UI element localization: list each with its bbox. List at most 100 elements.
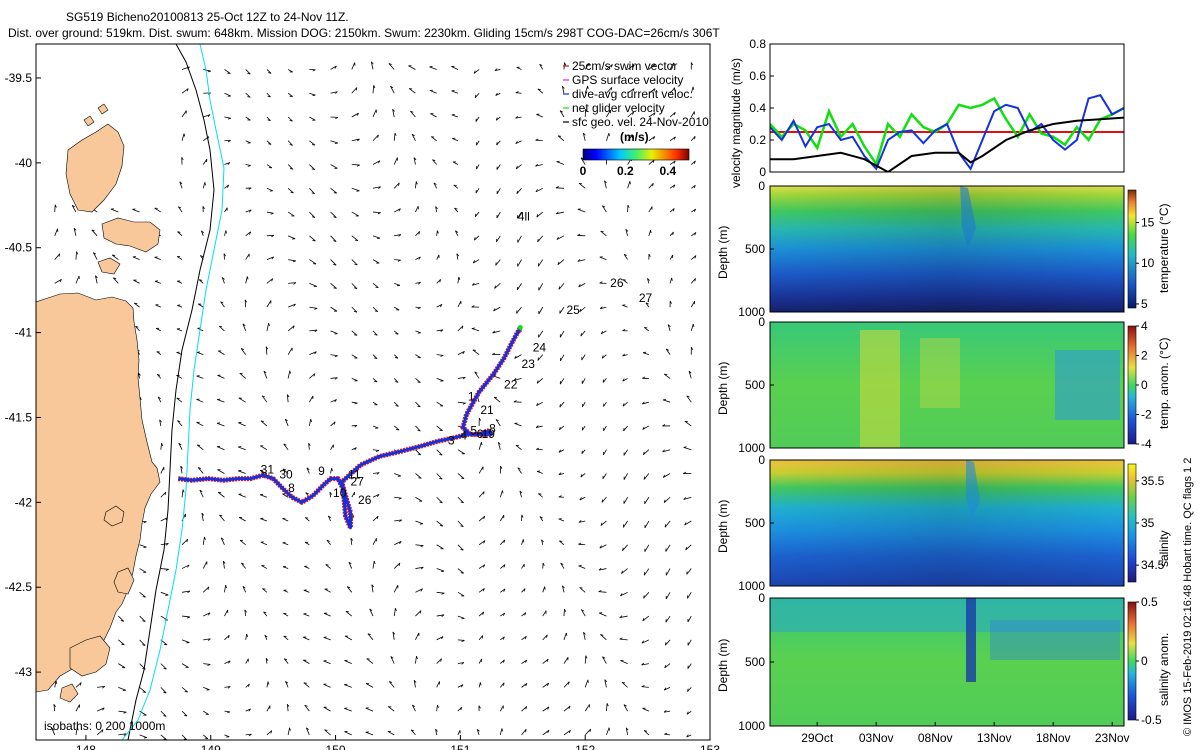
surface-velocity-arrow [266, 681, 270, 688]
surface-velocity-arrow [648, 112, 656, 118]
surface-velocity-arrow [648, 183, 654, 189]
surface-velocity-arrow [345, 610, 353, 617]
surface-velocity-arrow [648, 136, 656, 142]
temperature-colorbar [1127, 189, 1137, 309]
surface-velocity-arrow [266, 730, 273, 736]
surface-velocity-arrow [394, 473, 401, 477]
flinders-island [65, 123, 125, 213]
surface-velocity-arrow [330, 306, 338, 312]
surface-velocity-arrow [309, 92, 316, 97]
surface-velocity-arrow [282, 565, 289, 569]
surface-velocity-arrow [344, 707, 352, 712]
surface-velocity-arrow [261, 565, 268, 569]
surface-velocity-arrow [493, 396, 501, 403]
surface-velocity-arrow [179, 181, 183, 189]
surface-velocity-arrow [516, 283, 522, 291]
colorbar-tick-label: 0.5 [1141, 595, 1158, 609]
surface-velocity-arrow [372, 560, 376, 569]
surface-velocity-arrow [623, 449, 628, 456]
depth-axis-label: Depth (m) [716, 639, 730, 692]
surface-velocity-arrow [181, 663, 189, 668]
surface-velocity-arrow [197, 467, 204, 474]
track-day-label: 25 [566, 303, 580, 317]
surface-velocity-arrow [309, 69, 316, 72]
surface-velocity-arrow [305, 727, 310, 736]
temp-anomaly-section-panel: 0 500 1000 Depth (m) -4 -2 0 2 4 temp. anom. (°C) [716, 315, 1171, 455]
surface-velocity-arrow [219, 514, 225, 522]
surface-velocity-arrow [266, 211, 274, 215]
surface-velocity-arrow [309, 259, 317, 265]
surface-velocity-arrow [177, 420, 183, 427]
colorbar-label: salinity anom. [1157, 633, 1171, 706]
map-frame [35, 43, 711, 741]
colorbar-tick-label: -0.5 [1141, 713, 1162, 727]
salinity-anomaly-axes: 0 500 1000 Depth (m) -0.5 0 0.5 salinity anom. 2… [716, 591, 1171, 745]
surface-velocity-arrow [202, 561, 208, 569]
surface-velocity-arrow [176, 256, 183, 260]
surface-velocity-arrow [558, 283, 565, 290]
surface-velocity-arrow [54, 204, 57, 213]
surface-velocity-arrow [266, 278, 274, 284]
surface-velocity-arrow [584, 728, 592, 736]
surface-velocity-arrow [648, 88, 656, 94]
surface-velocity-arrow [181, 489, 185, 498]
surface-velocity-arrow [287, 347, 293, 355]
surface-velocity-arrow [415, 425, 421, 432]
surface-velocity-arrow [606, 64, 613, 70]
surface-velocity-arrow [372, 306, 378, 312]
surface-velocity-arrow [392, 108, 395, 118]
surface-velocity-arrow [139, 592, 146, 598]
surface-velocity-arrow [330, 259, 337, 266]
colorbar-label: temp. anom. (°C) [1157, 338, 1171, 430]
surface-velocity-arrow [330, 211, 337, 218]
surface-velocity-arrow [260, 541, 268, 546]
surface-velocity-arrow [600, 634, 607, 641]
surface-velocity-arrow [602, 378, 607, 383]
surface-velocity-arrow [436, 378, 444, 382]
surface-velocity-arrow [622, 520, 628, 528]
surface-velocity-arrow [436, 254, 440, 260]
surface-velocity-arrow [244, 299, 248, 308]
track-day-label: 5 [470, 423, 477, 437]
surface-velocity-arrow [91, 229, 98, 237]
surface-velocity-arrow [415, 282, 421, 285]
surface-velocity-arrow [665, 348, 671, 355]
surface-velocity-arrow [96, 707, 105, 712]
surface-velocity-arrow [517, 211, 522, 219]
surface-velocity-arrow [304, 565, 310, 569]
surface-velocity-arrow [622, 279, 628, 284]
speed-colorbar-ticks: 0 0.2 0.4 [580, 164, 677, 178]
surface-velocity-arrow [282, 541, 289, 546]
depth-tick-label: 500 [745, 242, 765, 256]
surface-velocity-arrow [96, 729, 104, 736]
surface-velocity-arrow [196, 444, 204, 451]
surface-velocity-arrow [203, 663, 211, 666]
surface-velocity-arrow [537, 259, 544, 267]
surface-velocity-arrow [245, 92, 251, 98]
surface-velocity-arrow [452, 161, 459, 165]
colorbar-tick-label: 35.5 [1141, 474, 1165, 488]
surface-velocity-arrow [537, 88, 544, 94]
surface-velocity-arrow [669, 112, 676, 118]
surface-velocity-arrow [457, 662, 465, 665]
surface-velocity-arrow [154, 280, 161, 284]
surface-velocity-arrow [372, 160, 381, 165]
surface-velocity-arrow [54, 253, 61, 260]
surface-velocity-arrow [244, 609, 247, 617]
isobath-200m [127, 44, 215, 740]
surface-velocity-arrow [224, 686, 231, 689]
salinity-anomaly-upper-band [770, 598, 1124, 632]
surface-velocity-arrow [351, 259, 358, 266]
surface-velocity-arrow [415, 449, 421, 456]
surface-velocity-arrow [643, 568, 650, 576]
surface-velocity-arrow [323, 683, 331, 688]
surface-velocity-arrow [622, 544, 628, 551]
surface-velocity-arrow [457, 473, 465, 479]
surface-velocity-arrow [436, 681, 441, 688]
surface-velocity-arrow [155, 327, 162, 332]
time-tick-label: 18Nov [1036, 731, 1071, 745]
surface-velocity-arrow [457, 544, 464, 551]
temp-anomaly-warm-patch-2 [920, 338, 960, 408]
surface-velocity-arrow [220, 301, 225, 308]
surface-velocity-arrow [155, 304, 161, 308]
